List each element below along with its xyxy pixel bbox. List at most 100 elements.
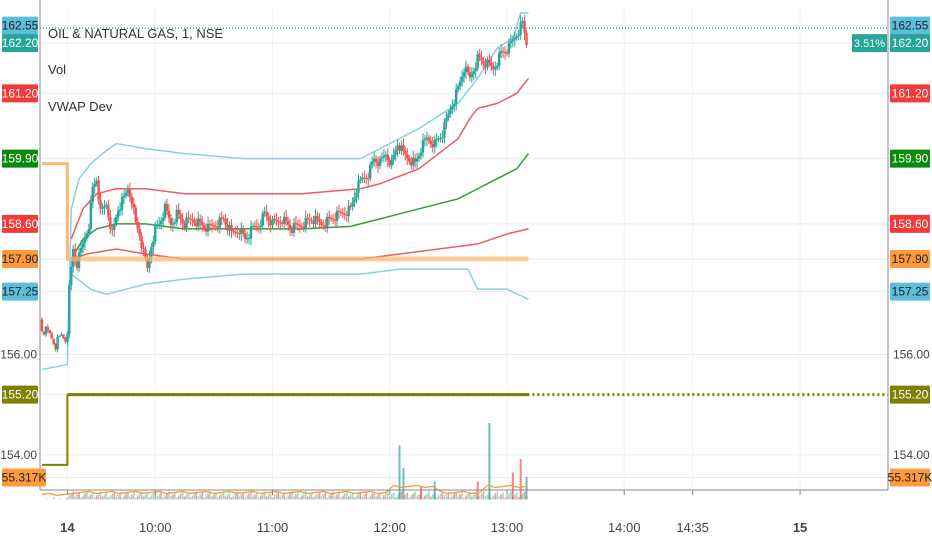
candle-body: [73, 249, 77, 259]
price-labels: 162.55 162.20 161.20 159.90 158.60 157.90 157.…: [2, 16, 932, 487]
price-label-text: 162.55: [2, 19, 39, 33]
candle-body: [46, 326, 50, 331]
candle-body: [421, 140, 425, 153]
orange-level-step: [41, 162, 72, 261]
candle-body: [134, 207, 137, 222]
volume-bar: [504, 497, 506, 500]
volume-bar: [72, 491, 75, 500]
volume-bar: [345, 491, 348, 500]
candle-body: [197, 218, 200, 227]
volume-bar: [152, 493, 155, 500]
price-label-bg: [890, 250, 930, 269]
vwap-dev-legend[interactable]: VWAP Dev: [48, 99, 113, 114]
volume-bar: [508, 493, 510, 500]
candle-body: [402, 145, 405, 151]
candle-body: [453, 103, 456, 107]
candle-body: [157, 223, 161, 225]
candle-body: [472, 71, 475, 75]
candle-body: [370, 161, 374, 165]
candle-body: [480, 57, 483, 61]
candle-body: [300, 225, 304, 227]
volume-bar: [119, 492, 121, 500]
volume-bar: [154, 491, 157, 500]
time-tick-label: 14:00: [608, 520, 641, 535]
candle-body: [324, 225, 327, 227]
candle-body: [410, 161, 413, 166]
volume-bar: [474, 492, 477, 500]
volume-spike: [402, 467, 405, 500]
volume-bar: [308, 494, 311, 500]
volume-bar: [146, 492, 149, 500]
volume-bar: [388, 496, 391, 500]
price-label-right: 157.25: [890, 282, 930, 301]
volume-bar: [70, 493, 73, 500]
volume-bar: [361, 496, 364, 500]
volume-bar: [86, 491, 88, 500]
candle-body: [427, 137, 431, 141]
candle-body: [312, 220, 315, 224]
volume-bar: [228, 492, 231, 500]
candle-body: [177, 209, 180, 215]
volume-bar: [283, 492, 286, 500]
volume-bar: [408, 497, 411, 500]
candle-body: [490, 62, 493, 66]
candle-body: [193, 219, 196, 224]
price-tick-label-right: 156.00: [893, 347, 930, 361]
volume-bar: [76, 494, 78, 500]
volume-bar: [101, 496, 104, 500]
candle-body: [220, 217, 223, 219]
volume-bar: [340, 497, 342, 500]
volume-bar: [502, 492, 504, 500]
candle-body: [413, 157, 417, 162]
candle-body: [341, 212, 345, 214]
candle-body: [347, 205, 350, 216]
candle-body: [169, 217, 173, 225]
candle-body: [384, 154, 388, 156]
vol-legend[interactable]: Vol: [48, 62, 67, 77]
volume-bar: [105, 492, 108, 500]
candle-body: [144, 249, 147, 259]
candle-body: [386, 154, 389, 160]
candle-body: [283, 216, 286, 224]
price-label-text: 55.317K: [2, 470, 47, 484]
candle-body: [318, 218, 321, 222]
price-label-bg: [2, 250, 38, 269]
price-label-right: 162.20: [890, 34, 930, 53]
candle-body: [79, 247, 83, 253]
candle-body: [58, 335, 61, 338]
candle-body: [488, 59, 491, 63]
candle-body: [275, 219, 278, 221]
candle-body: [68, 285, 71, 335]
candle-body: [314, 215, 317, 224]
candle-body: [271, 218, 274, 226]
volume-bar: [113, 491, 116, 500]
volume-bar: [510, 491, 512, 500]
candle-body: [333, 219, 337, 221]
volume-bar: [367, 497, 370, 500]
volume-bar: [218, 495, 221, 500]
volume-bar: [410, 495, 413, 500]
volume-bar: [334, 496, 336, 500]
volume-bar: [514, 494, 516, 500]
price-label-left: 162.20: [2, 34, 39, 53]
candle-body: [365, 178, 368, 180]
candle-body: [138, 228, 141, 236]
candle-body: [525, 33, 528, 46]
price-label-right: 157.90: [890, 250, 930, 269]
candle-body: [304, 217, 307, 228]
volume-bar: [320, 496, 323, 500]
candle-body: [48, 330, 51, 334]
volume-bar: [482, 491, 485, 500]
volume-bar: [191, 495, 194, 500]
volume-bar: [265, 496, 268, 500]
candle-body: [523, 21, 526, 34]
symbol-legend[interactable]: OIL & NATURAL GAS, 1, NSE: [48, 26, 224, 41]
candle-body: [310, 219, 313, 221]
candle-body: [120, 197, 124, 210]
time-tick-label: 11:00: [257, 520, 289, 535]
candle-body: [331, 218, 335, 220]
volume-bar: [129, 496, 131, 500]
candle-body: [468, 71, 472, 78]
price-candles: [40, 15, 528, 353]
